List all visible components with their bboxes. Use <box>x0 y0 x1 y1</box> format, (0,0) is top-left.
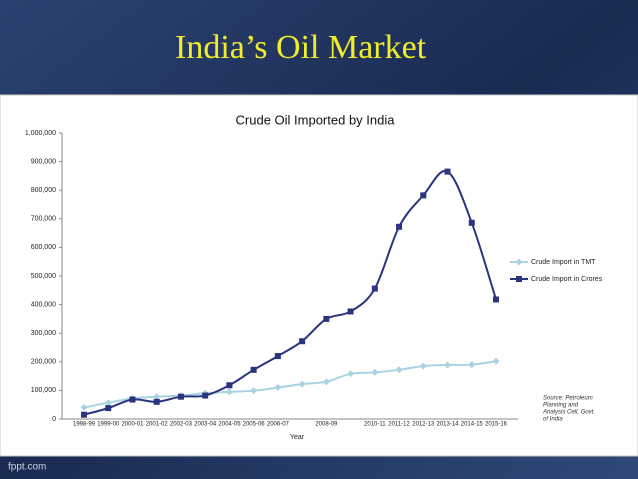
point <box>515 258 523 266</box>
source-note: Source: Petroleum <box>543 396 593 402</box>
point <box>299 338 306 345</box>
point <box>322 378 330 386</box>
x-tick-label: 2008-09 <box>315 422 338 428</box>
x-tick-label: 2011-12 <box>388 422 410 428</box>
source-note: Planning and <box>543 403 579 409</box>
point <box>419 362 427 370</box>
point <box>177 393 184 400</box>
point <box>347 370 355 378</box>
slide-title: India’s Oil Market <box>175 29 427 66</box>
point <box>129 396 136 403</box>
point <box>516 276 522 282</box>
x-tick-label: 2000-01 <box>121 422 144 428</box>
legend-label: Crude Import in TMT <box>531 259 596 266</box>
x-tick-label: 2001-02 <box>146 422 169 428</box>
point <box>298 380 306 388</box>
point <box>444 168 451 175</box>
point <box>274 384 282 392</box>
point <box>153 398 160 405</box>
chart-panel <box>0 94 638 457</box>
point <box>80 404 88 412</box>
chart-title: Crude Oil Imported by India <box>236 112 396 127</box>
y-tick-label: 700,000 <box>31 216 56 223</box>
x-tick-label: 2010-11 <box>364 422 386 428</box>
footer: fppt.com <box>8 462 46 473</box>
x-tick-label: 2004-05 <box>218 422 241 428</box>
point <box>323 315 330 322</box>
y-tick-label: 0 <box>52 416 56 423</box>
point <box>105 405 112 412</box>
point <box>225 388 233 396</box>
y-tick-label: 300,000 <box>31 330 56 337</box>
point <box>226 382 233 389</box>
point <box>444 361 452 369</box>
y-tick-label: 100,000 <box>31 387 56 394</box>
point <box>371 368 379 376</box>
point <box>420 192 427 199</box>
x-tick-label: 2002-03 <box>170 422 193 428</box>
y-tick-label: 900,000 <box>31 158 56 165</box>
y-tick-label: 800,000 <box>31 187 56 194</box>
point <box>250 387 258 395</box>
point <box>81 411 87 418</box>
point <box>371 285 378 292</box>
y-tick-label: 400,000 <box>31 301 56 308</box>
point <box>468 361 476 369</box>
y-tick-label: 500,000 <box>31 273 56 280</box>
x-tick-label: 2014-15 <box>461 422 484 428</box>
source-note: of India <box>543 417 563 423</box>
point <box>468 219 475 226</box>
point <box>250 366 257 373</box>
point <box>396 223 403 230</box>
point <box>153 393 161 401</box>
point <box>104 399 112 407</box>
x-axis-label: Year <box>290 434 305 441</box>
point <box>492 357 500 365</box>
x-tick-label: 2006-07 <box>267 422 290 428</box>
point <box>347 308 354 315</box>
point <box>274 353 281 360</box>
point <box>202 392 209 399</box>
x-tick-label: 1998-99 <box>73 422 96 428</box>
y-tick-label: 200,000 <box>31 359 56 366</box>
x-tick-label: 2003-04 <box>194 422 217 428</box>
y-tick-label: 600,000 <box>31 244 56 251</box>
x-tick-label: 2012-13 <box>412 422 435 428</box>
x-tick-label: 2005-06 <box>243 422 266 428</box>
legend-label: Crude Import in Crores <box>531 276 603 283</box>
y-tick-label: 1,000,000 <box>25 130 56 137</box>
point <box>493 296 499 303</box>
x-tick-label: 1999-00 <box>97 422 120 428</box>
x-tick-label: 2015-16 <box>485 422 508 428</box>
source-note: Analysis Cell, Govt. <box>542 410 595 416</box>
point <box>395 366 403 374</box>
x-tick-label: 2013-14 <box>437 422 460 428</box>
